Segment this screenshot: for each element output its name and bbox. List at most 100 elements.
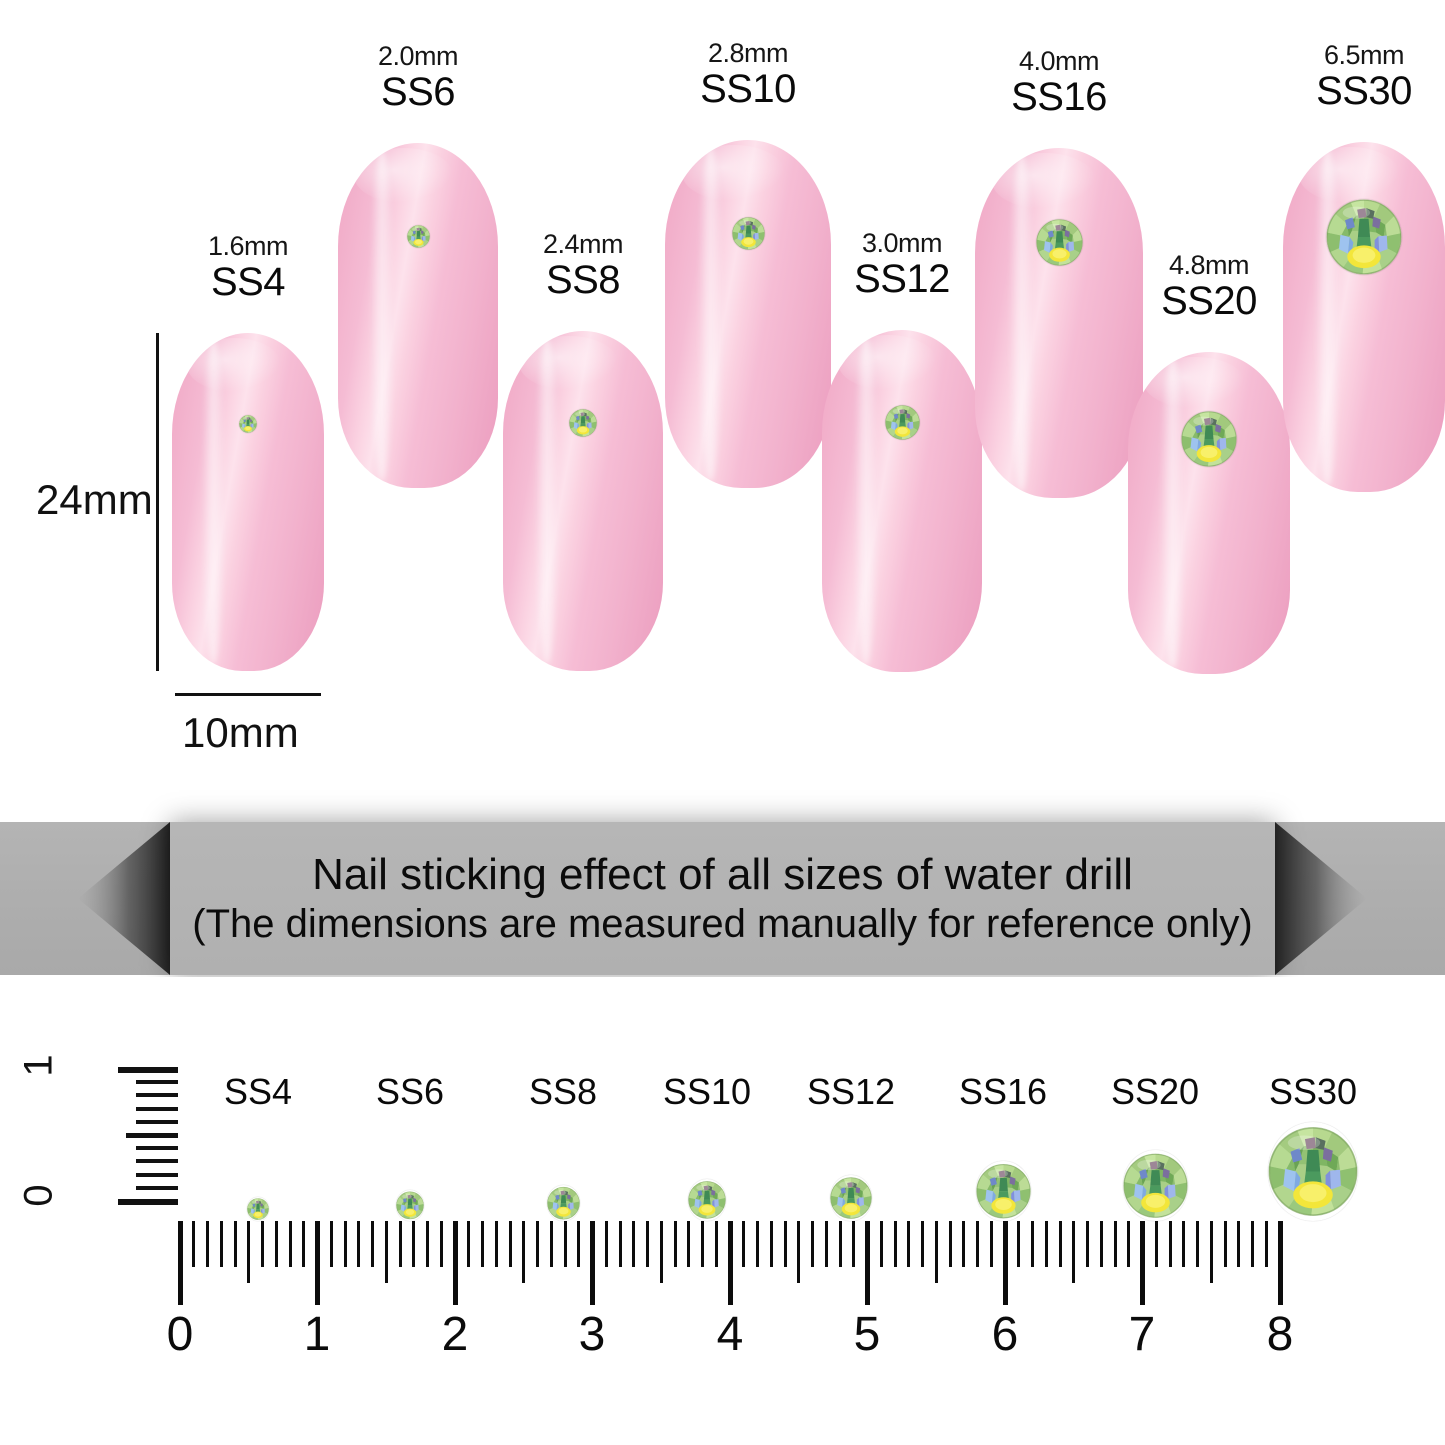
ruler-rhinestone-ss10	[688, 1179, 726, 1221]
nail-size-ss: SS10	[700, 67, 796, 111]
ruler-tick	[426, 1221, 429, 1267]
nail-sample-ss20: 4.8mm SS20	[1128, 252, 1290, 674]
nail-sample-ss16: 4.0mm SS16	[975, 48, 1143, 498]
nail-size-ss: SS20	[1161, 279, 1257, 323]
ruler-tick	[1127, 1221, 1131, 1267]
nail-size-ss: SS30	[1316, 69, 1412, 113]
ruler-tick	[1251, 1221, 1254, 1267]
ruler-tick	[481, 1221, 484, 1267]
nail-size-mm: 6.5mm	[1323, 40, 1405, 70]
vertical-ruler-tick	[136, 1159, 178, 1164]
rhinestone-facets	[1035, 219, 1083, 266]
vertical-ruler: 1 0	[0, 977, 200, 1207]
ruler-tick	[329, 1221, 333, 1267]
vertical-ruler-tick	[126, 1133, 178, 1138]
ruler-tick	[921, 1221, 924, 1267]
ruler-tick	[177, 1221, 183, 1305]
nail-size-ss: SS4	[210, 260, 286, 304]
ruler-number-0: 0	[166, 1308, 194, 1361]
nail-size-mm: 3.0mm	[861, 228, 943, 258]
ruler-tick	[618, 1221, 622, 1267]
ruler-tick	[934, 1221, 938, 1283]
rhinestone-ss10	[731, 217, 765, 251]
vertical-ruler-tick	[136, 1106, 178, 1111]
ruler-number-7: 7	[1128, 1308, 1156, 1361]
ruler-tick	[632, 1221, 636, 1267]
nail-size-chart-panel: 24mm 10mm 1.6mm SS4	[0, 0, 1445, 820]
rhinestone-ss16	[1035, 219, 1083, 266]
ruler-rhinestone-ss16	[975, 1161, 1031, 1222]
nail-tip	[975, 148, 1143, 498]
ruler-tick	[1237, 1221, 1241, 1267]
ruler-tick	[727, 1221, 733, 1305]
ruler-number-2: 2	[441, 1308, 469, 1361]
rhinestone-facets	[569, 408, 597, 437]
nail-size-label: 1.6mm SS4	[208, 233, 289, 304]
ruler-rhinestone-ss30	[1268, 1122, 1358, 1221]
ruler-size-label-ss30: SS30	[1268, 1071, 1358, 1112]
ruler-tick	[343, 1221, 347, 1267]
ruler-tick	[590, 1221, 595, 1305]
ruler-tick	[811, 1221, 814, 1267]
ruler-rhinestone-ss20	[1122, 1150, 1188, 1222]
ruler-rhinestone-ss6	[396, 1190, 424, 1221]
ruler-tick	[288, 1221, 292, 1267]
ruler-tick	[302, 1221, 306, 1267]
ruler-tick	[467, 1221, 471, 1267]
banner-panel: Nail sticking effect of all sizes of wat…	[170, 822, 1275, 975]
ruler-size-label-ss4: SS4	[223, 1071, 293, 1112]
ruler-number-1: 1	[303, 1308, 331, 1361]
nail-sample-ss12: 3.0mm SS12	[822, 230, 982, 672]
ruler-tick	[315, 1221, 320, 1305]
banner: Nail sticking effect of all sizes of wat…	[0, 822, 1445, 975]
ruler-tick	[879, 1221, 883, 1267]
ruler-comparison-panel: 1 0 SS4 SS6 SS8 SS10 SS12 SS16 SS20 SS30	[0, 977, 1445, 1445]
width-guide-line	[175, 693, 321, 696]
ruler-tick	[673, 1221, 677, 1267]
ruler-tick	[1031, 1221, 1034, 1267]
ruler-tick	[1209, 1221, 1213, 1283]
rhinestone-facets	[884, 405, 920, 440]
ruler-tick	[783, 1221, 787, 1267]
ruler-tick	[536, 1221, 539, 1267]
nail-tip	[665, 140, 831, 488]
vertical-ruler-tick	[118, 1067, 178, 1073]
nail-size-ss: SS6	[380, 70, 456, 114]
nail-sample-ss10: 2.8mm SS10	[665, 40, 831, 488]
height-label: 24mm	[36, 476, 153, 523]
ruler-tick	[412, 1221, 416, 1267]
nail-tip	[1128, 352, 1290, 674]
ruler-tick	[1168, 1221, 1172, 1267]
ruler-tick	[701, 1221, 704, 1267]
ruler-size-label-ss6: SS6	[375, 1071, 445, 1112]
nail-tip	[338, 143, 498, 488]
ruler-tick	[962, 1221, 966, 1267]
ruler-tick	[1002, 1221, 1008, 1305]
ruler-tick	[577, 1221, 581, 1267]
ruler-tick	[1154, 1221, 1158, 1267]
vertical-ruler-tick	[136, 1172, 178, 1177]
ruler-tick	[508, 1221, 512, 1267]
ruler-tick	[824, 1221, 828, 1267]
ruler-tick	[714, 1221, 718, 1267]
ruler-tick	[563, 1221, 567, 1267]
ruler-number-3: 3	[578, 1308, 606, 1361]
ruler-tick	[1072, 1221, 1076, 1283]
rhinestone-facets	[731, 217, 765, 251]
ruler-tick	[549, 1221, 553, 1267]
height-guide-line	[156, 333, 159, 671]
vertical-ruler-tick	[136, 1119, 178, 1124]
ruler-tick	[494, 1221, 498, 1267]
rhinestone-facets	[830, 1177, 872, 1219]
vertical-ruler-tick	[136, 1093, 178, 1098]
ruler-tick	[1058, 1221, 1062, 1267]
ruler-tick	[659, 1221, 663, 1283]
vertical-ruler-tick	[136, 1185, 178, 1190]
vertical-ruler-tick	[118, 1199, 178, 1205]
ruler-tick	[398, 1221, 402, 1267]
ruler-tick	[522, 1221, 526, 1283]
nail-sample-ss30: 6.5mm SS30	[1283, 42, 1445, 492]
ruler-tick	[357, 1221, 361, 1267]
ruler-tick	[907, 1221, 911, 1267]
ruler-size-label-ss16: SS16	[958, 1071, 1048, 1112]
